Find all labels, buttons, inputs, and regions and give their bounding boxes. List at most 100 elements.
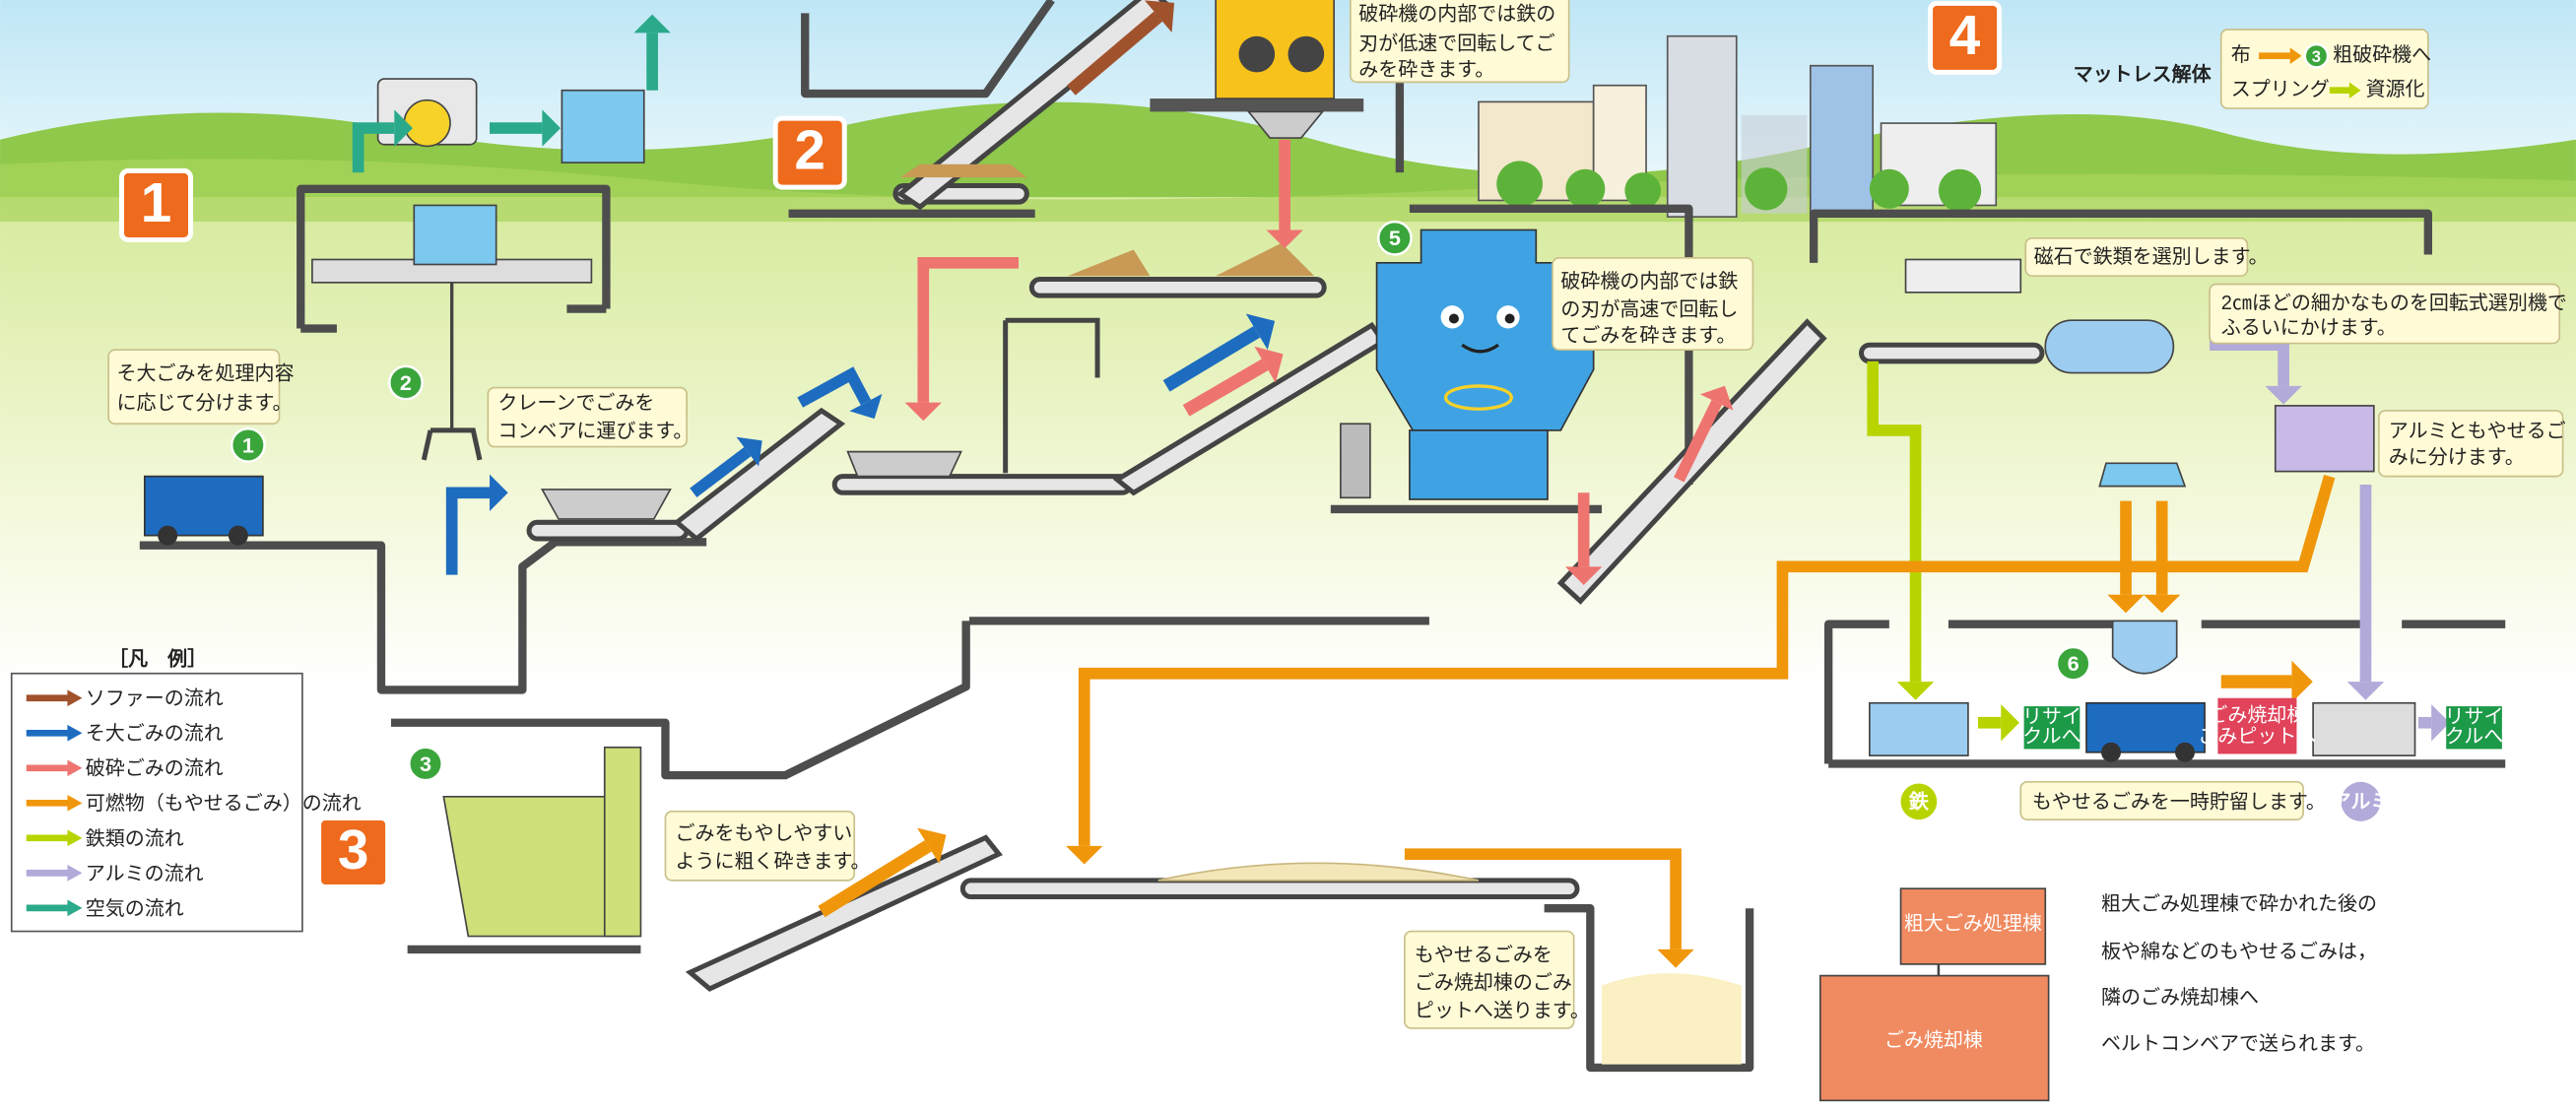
machines-part [229, 526, 248, 546]
callouts-text: 2㎝ほどの細かなものを回転式選別機で [2221, 292, 2567, 314]
machines-part [2313, 703, 2414, 755]
page: 1 2 3 4 1 2 3 5 6 そ大ごみを処理内容に応じて分けます。 クレー… [0, 0, 2576, 1112]
building-icons-text: ごみ焼却棟 [1884, 1029, 1983, 1052]
city-skyline-part [1745, 167, 1787, 210]
step-badges-text: 1 [141, 172, 172, 234]
machines-part [2113, 621, 2177, 673]
building-icons: 粗大ごみ処理棟 ごみ焼却棟 [1820, 888, 2049, 1100]
callouts-text: そ大ごみを処理内容 [116, 362, 294, 385]
mattress-box-text: 布 [2231, 43, 2251, 66]
conveyors-part [1158, 863, 1479, 881]
callouts-text: 破砕機の内部では鉄の [1358, 2, 1555, 25]
description-text: 粗大ごみ処理棟で砕かれた後の [2101, 892, 2377, 915]
city-skyline-part [1668, 36, 1737, 217]
city-skyline-part [1496, 161, 1543, 207]
machines-part [158, 526, 177, 546]
callouts-text: ごみをもやしやすい [675, 821, 852, 844]
machines-part [1906, 259, 2021, 292]
legend-label: アルミの流れ [86, 862, 204, 884]
outputs-text: リサイ [2445, 706, 2504, 728]
machines-part [1505, 314, 1515, 324]
machines-part [2099, 463, 2185, 486]
machines-part [1870, 703, 1968, 755]
callouts-text: みを砕きます。 [1358, 58, 1494, 81]
step-badges-text: 2 [794, 120, 826, 182]
callouts-text: アルミともやせるご [2389, 420, 2566, 442]
machines-part [1341, 424, 1370, 497]
stage-markers-text: 2 [400, 370, 412, 395]
machines-part [605, 748, 641, 937]
stage-markers-text: 3 [420, 752, 431, 776]
machines-part [404, 100, 450, 147]
legend-label: 空気の流れ [86, 897, 184, 920]
machines-part [1410, 430, 1548, 499]
callouts-text: もやせるごみを一時貯留します。 [2032, 791, 2326, 814]
mattress-box-text: 粗破砕機へ [2333, 43, 2431, 66]
process-diagram: 1 2 3 4 1 2 3 5 6 そ大ごみを処理内容に応じて分けます。 クレー… [0, 0, 2576, 1112]
stage-markers-text: 5 [1389, 226, 1401, 250]
machines-part [2175, 743, 2195, 762]
callouts-text: クレーンでごみを [497, 392, 654, 415]
outputs-text: 鉄 [1908, 790, 1930, 814]
callouts-text: ピットへ送ります。 [1415, 1000, 1590, 1022]
machines-part [1288, 36, 1325, 73]
conveyors-part [900, 164, 1026, 177]
callouts-text: ふるいにかけます。 [2221, 317, 2397, 339]
callouts-text: に応じて分けます。 [116, 392, 292, 415]
machines-part [542, 490, 670, 519]
legend-label: 鉄類の流れ [86, 827, 184, 850]
arrow-head [1657, 949, 1693, 968]
conveyors-part [834, 477, 1130, 493]
conveyors-part [1862, 345, 2042, 361]
callouts-text: もやせるごみを [1415, 944, 1552, 966]
legend-label: 可燃物（もやせるごみ）の流れ [86, 792, 362, 815]
callouts-text: みに分けます。 [2389, 446, 2525, 469]
legend-label: 破砕ごみの流れ [86, 757, 224, 780]
city-skyline-part [1811, 66, 1873, 217]
legend-label: ソファーの流れ [86, 687, 224, 710]
mattress-box-text: スプリング [2231, 78, 2330, 100]
description: 粗大ごみ処理棟で砕かれた後の 板や綿などのもやせるごみは， 隣のごみ焼却棟へ ベ… [2101, 892, 2377, 1055]
stage-markers-text: 6 [2068, 651, 2080, 676]
step-badges-text: 3 [338, 819, 369, 882]
machines-part [2045, 320, 2173, 372]
city-skyline-part [1939, 169, 1981, 212]
machines-part [2101, 743, 2121, 762]
machines-part [1238, 36, 1275, 73]
callouts-text: 破砕機の内部では鉄 [1560, 270, 1738, 293]
callouts-text: ように粗く砕きます。 [675, 850, 870, 873]
mattress-box-text: マットレス解体 [2074, 62, 2213, 86]
machines-part [145, 477, 263, 536]
description-text: ベルトコンベアで送られます。 [2101, 1032, 2375, 1055]
arrow-head [1897, 682, 1934, 700]
outputs-text: アルミ [2332, 792, 2391, 814]
step-badges-text: 4 [1949, 5, 1981, 67]
description-text: 板や綿などのもやせるごみは， [2101, 941, 2377, 963]
callouts-text: コンベアに運びます。 [497, 420, 693, 442]
callouts-text: 刃が低速で回転してご [1358, 32, 1554, 54]
stage-markers-text: 1 [242, 432, 254, 457]
callouts-text: 磁石で鉄類を選別します。 [2034, 245, 2269, 268]
machines-part [414, 205, 495, 264]
city-skyline-part [1870, 169, 1909, 209]
arrow-head [1066, 846, 1102, 865]
description-text: 隣のごみ焼却棟へ [2101, 986, 2259, 1009]
outputs-text: リサイ [2022, 706, 2081, 728]
building-icons-text: 粗大ごみ処理棟 [1904, 912, 2042, 935]
callouts-text: ごみ焼却棟のごみ [1415, 971, 1572, 994]
outputs-text: ごみピットへ [2198, 725, 2316, 748]
conveyors-part [962, 881, 1577, 897]
conveyors-part [1150, 98, 1363, 111]
machines-part [561, 91, 643, 163]
mattress-box-text: 3 [2312, 47, 2321, 66]
machines-part [1602, 973, 1742, 1065]
city-skyline-part [1565, 169, 1605, 209]
machines-part [2276, 406, 2374, 472]
callouts-text: てごみを砕きます。 [1560, 324, 1736, 347]
outputs-text: ごみ焼却棟 [2208, 703, 2306, 726]
conveyors-part [1031, 280, 1324, 296]
outputs-text: クルへ [2445, 725, 2503, 748]
city-skyline-part [1624, 172, 1661, 209]
machines-part [848, 452, 961, 477]
mattress-box-text: 資源化 [2365, 78, 2424, 100]
